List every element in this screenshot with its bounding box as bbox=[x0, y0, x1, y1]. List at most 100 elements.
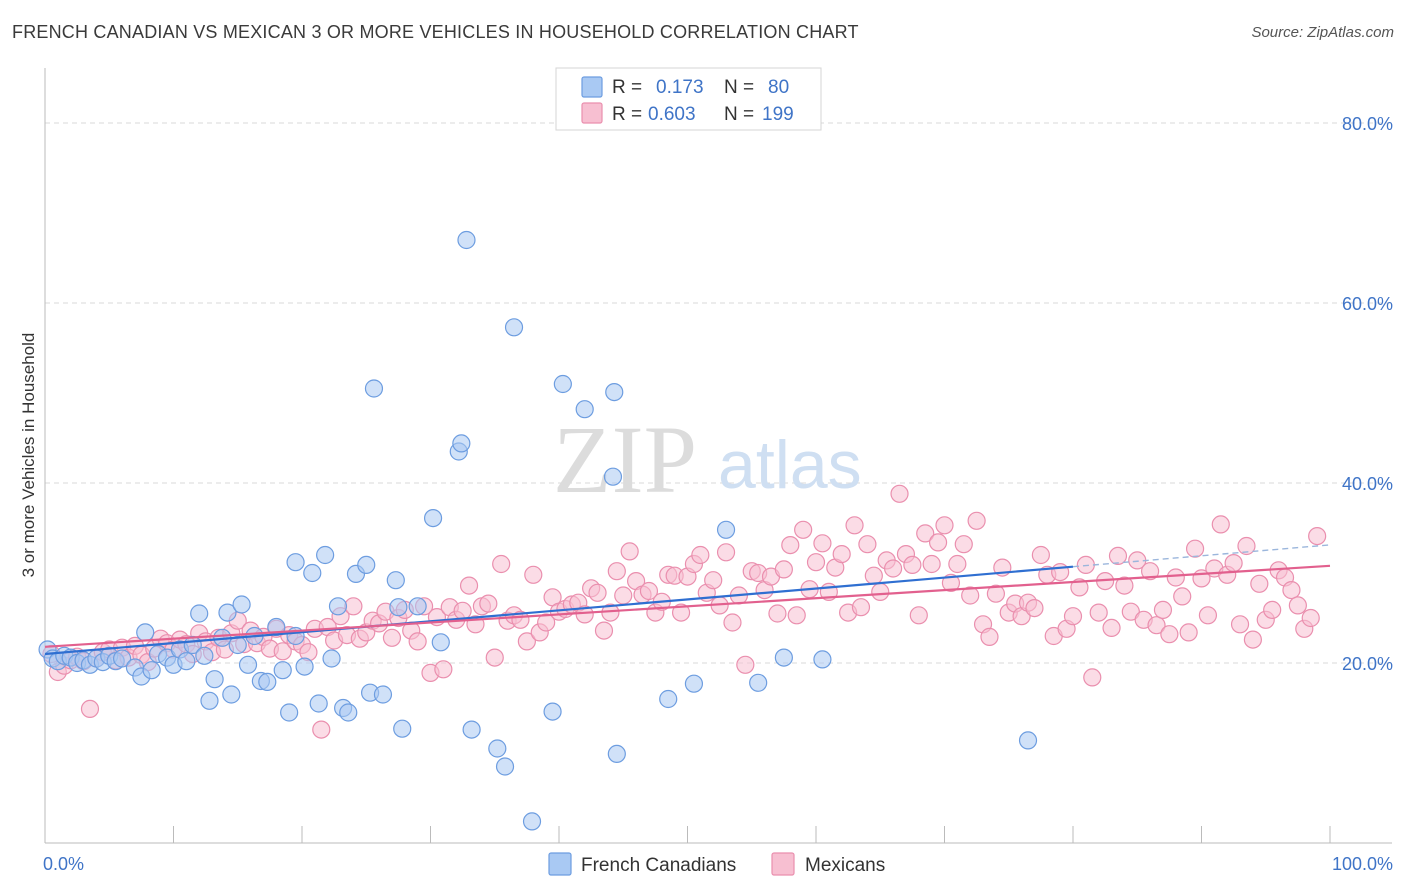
x-tick-labels: 0.0% 100.0% bbox=[43, 854, 1393, 874]
data-point bbox=[495, 757, 515, 776]
data-point bbox=[813, 534, 832, 553]
data-point bbox=[273, 661, 292, 680]
watermark-atlas: atlas bbox=[718, 427, 862, 503]
data-point bbox=[716, 543, 736, 562]
data-point bbox=[200, 691, 219, 710]
data-point bbox=[774, 648, 793, 667]
data-point bbox=[453, 601, 472, 620]
data-point bbox=[479, 594, 498, 613]
data-point bbox=[858, 535, 877, 554]
data-point bbox=[389, 598, 408, 617]
data-point bbox=[922, 554, 941, 574]
bottom-legend-swatch-french-canadians bbox=[548, 852, 572, 876]
data-point bbox=[806, 553, 826, 572]
data-point bbox=[1288, 596, 1307, 615]
data-point bbox=[1147, 616, 1166, 635]
data-point bbox=[1083, 668, 1102, 687]
data-point bbox=[286, 553, 305, 572]
data-point bbox=[787, 606, 806, 625]
data-point bbox=[1224, 553, 1243, 573]
data-point bbox=[258, 672, 277, 692]
data-point bbox=[948, 554, 967, 574]
x-tick-label: 100.0% bbox=[1332, 854, 1393, 874]
data-point bbox=[232, 595, 251, 614]
data-point bbox=[614, 586, 633, 605]
data-point bbox=[909, 606, 928, 625]
data-point bbox=[1076, 555, 1095, 575]
trend-line-extension bbox=[1072, 544, 1331, 568]
data-point bbox=[328, 597, 348, 616]
data-point bbox=[457, 230, 476, 250]
data-point bbox=[1185, 539, 1205, 558]
bottom-legend: French Canadians Mexicans bbox=[548, 852, 885, 876]
data-point bbox=[537, 613, 556, 632]
data-point bbox=[524, 565, 543, 584]
data-point bbox=[605, 383, 624, 402]
data-point bbox=[322, 649, 341, 668]
legend-r-value: 0.173 bbox=[656, 77, 704, 98]
data-point bbox=[1031, 545, 1050, 565]
data-point bbox=[768, 604, 787, 623]
data-point bbox=[1108, 546, 1128, 566]
axes bbox=[44, 68, 1392, 844]
data-point bbox=[382, 628, 402, 647]
data-point bbox=[522, 812, 542, 831]
data-point bbox=[1263, 600, 1282, 620]
data-point bbox=[1166, 568, 1185, 587]
data-point bbox=[309, 694, 328, 713]
data-point bbox=[1282, 580, 1301, 600]
data-point bbox=[986, 584, 1006, 603]
data-point bbox=[832, 544, 851, 564]
data-point bbox=[1243, 630, 1263, 649]
data-point bbox=[462, 720, 481, 739]
data-point bbox=[393, 719, 412, 738]
data-point bbox=[916, 524, 935, 543]
data-point bbox=[1308, 526, 1327, 546]
data-point bbox=[344, 597, 363, 616]
data-point bbox=[295, 657, 314, 676]
data-point bbox=[517, 632, 536, 651]
data-point bbox=[1089, 603, 1108, 622]
data-point bbox=[273, 642, 292, 661]
trend-lines bbox=[44, 544, 1331, 656]
data-point bbox=[980, 627, 999, 647]
data-point bbox=[228, 635, 247, 655]
data-point bbox=[190, 604, 209, 623]
legend-n-label: N = bbox=[724, 104, 754, 125]
data-point bbox=[588, 583, 607, 602]
data-point bbox=[423, 508, 443, 528]
data-point bbox=[575, 400, 594, 419]
data-point bbox=[1025, 598, 1044, 618]
data-point bbox=[890, 484, 909, 503]
data-point bbox=[492, 554, 511, 574]
data-point bbox=[871, 582, 890, 602]
legend-n-label: N = bbox=[724, 77, 754, 98]
data-point bbox=[303, 563, 322, 583]
data-point bbox=[1115, 576, 1134, 595]
data-point bbox=[1230, 615, 1250, 634]
data-point bbox=[1173, 587, 1192, 606]
data-point bbox=[386, 571, 405, 590]
y-tick-label: 20.0% bbox=[1342, 654, 1393, 674]
series-french-canadians bbox=[38, 230, 1038, 831]
data-point bbox=[1211, 515, 1230, 534]
data-point bbox=[1160, 625, 1179, 644]
data-point bbox=[112, 649, 132, 668]
data-point bbox=[312, 720, 331, 739]
data-point bbox=[607, 744, 626, 764]
legend-r-label: R = bbox=[612, 104, 642, 125]
data-point bbox=[434, 660, 453, 679]
data-point bbox=[704, 571, 723, 590]
y-tick-labels: 20.0% 40.0% 60.0% 80.0% bbox=[1342, 114, 1393, 674]
data-point bbox=[883, 559, 903, 578]
data-point bbox=[903, 555, 922, 575]
legend-n-value: 199 bbox=[762, 104, 794, 125]
data-point bbox=[774, 560, 793, 579]
data-point bbox=[238, 655, 258, 674]
data-point bbox=[1018, 731, 1038, 750]
data-point bbox=[222, 685, 241, 704]
x-tick-label: 0.0% bbox=[43, 854, 84, 874]
bottom-legend-swatch-mexicans bbox=[771, 852, 795, 876]
data-point bbox=[1140, 562, 1160, 581]
